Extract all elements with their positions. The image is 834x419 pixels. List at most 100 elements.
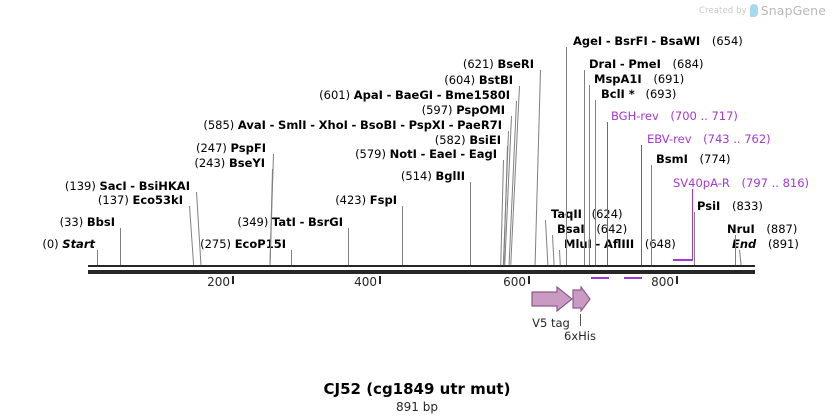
backbone-line-top	[88, 265, 755, 267]
feature-arrow-v5-tag[interactable]	[531, 286, 573, 312]
site-name-separator: -	[400, 118, 405, 132]
site-label-bbsi[interactable]: (33) BbsI	[0, 216, 115, 228]
leader-line-bbsi	[120, 228, 121, 265]
watermark-created-label: Created by	[698, 5, 747, 16]
site-name-bsai: BsaI	[557, 222, 585, 236]
site-name-start: Start	[62, 237, 95, 251]
site-name-pspomi: PspOMI	[456, 103, 505, 117]
site-name-drai: DraI	[589, 57, 617, 71]
leader-line-drai	[584, 70, 585, 265]
primer-range-ebv-rev: (743 .. 762)	[703, 132, 771, 146]
site-position-psii: (833)	[731, 199, 763, 213]
site-name-bsrfi: BsrFI	[614, 34, 648, 48]
site-label-agei[interactable]: AgeI - BsrFI - BsaWI (654)	[573, 35, 743, 47]
site-position-ecop15i: (275)	[200, 237, 232, 251]
primer-label-ebv-rev[interactable]: EBV-rev (743 .. 762)	[647, 133, 771, 145]
site-label-bglii[interactable]: (514) BglII	[0, 170, 465, 182]
site-name-separator: -	[436, 88, 442, 102]
site-label-end[interactable]: End (891)	[732, 238, 799, 250]
site-label-bstbi[interactable]: (604) BstBI	[0, 74, 513, 86]
ruler-label-600: 600	[503, 275, 526, 289]
leader-line-sv40pa-r	[692, 189, 694, 261]
site-label-bsiei[interactable]: (582) BsiEI	[0, 134, 501, 146]
leader-line-mlui	[559, 249, 561, 266]
site-position-pspfi: (247)	[195, 141, 227, 155]
site-label-mspa1i[interactable]: MspA1I (691)	[594, 73, 684, 85]
leader-line-ecop15i	[291, 250, 292, 265]
leader-line-agei	[566, 47, 567, 265]
site-position-fspi: (423)	[335, 193, 367, 207]
site-name-avai: AvaI	[237, 118, 266, 132]
site-label-fspi[interactable]: (423) FspI	[0, 194, 397, 206]
ruler-label-800: 800	[651, 275, 674, 289]
leader-line-bsai	[552, 234, 555, 265]
site-label-pspfi[interactable]: (247) PspFI	[0, 142, 266, 154]
site-position-mlui: (648)	[644, 237, 676, 251]
site-name-bme1580i: Bme1580I	[445, 88, 510, 102]
site-name-pmei: PmeI	[628, 57, 661, 71]
site-position-avai: (585)	[203, 118, 235, 132]
primer-name-bgh-rev: BGH-rev	[611, 109, 659, 123]
site-label-bseyi[interactable]: (243) BseYI	[0, 157, 265, 169]
site-label-saci[interactable]: (139) SacI - BsiHKAI	[0, 180, 190, 192]
site-name-eco53ki: Eco53kI	[132, 193, 183, 207]
primer-bracket-ebv-rev	[624, 277, 642, 279]
site-position-bsai: (642)	[596, 222, 628, 236]
site-position-bsiei: (582)	[434, 133, 466, 147]
site-name-separator: -	[651, 34, 657, 48]
site-label-bsai[interactable]: BsaI (642)	[557, 223, 627, 235]
site-label-bseri[interactable]: (621) BseRI	[0, 58, 534, 70]
site-position-end: (891)	[767, 237, 799, 251]
site-name-separator: -	[619, 57, 625, 71]
site-label-noti[interactable]: (579) NotI - EaeI - EagI	[0, 148, 497, 160]
site-name-bsobi: BsoBI	[359, 118, 397, 132]
site-label-eco53ki[interactable]: (137) Eco53kI	[0, 194, 183, 206]
primer-name-ebv-rev: EBV-rev	[647, 132, 692, 146]
site-name-paer7i: PaeR7I	[457, 118, 502, 132]
site-position-eco53ki: (137)	[97, 193, 129, 207]
site-label-bsmi[interactable]: BsmI (774)	[656, 153, 730, 165]
site-name-bcli: BclI *	[601, 87, 635, 101]
primer-label-sv40pa-r[interactable]: SV40pA-R (797 .. 816)	[673, 177, 809, 189]
site-label-psii[interactable]: PsiI (833)	[697, 200, 763, 212]
leader-line-psii	[694, 212, 695, 265]
site-name-bsmi: BsmI	[656, 152, 688, 166]
feature-arrow-6xhis[interactable]	[572, 286, 591, 312]
ruler-label-200: 200	[207, 275, 230, 289]
leader-line-mspa1i	[589, 85, 590, 265]
site-label-bcli[interactable]: BclI * (693)	[601, 88, 676, 100]
site-name-separator: -	[351, 118, 357, 132]
site-label-apai[interactable]: (601) ApaI - BaeGI - Bme1580I	[0, 89, 510, 101]
site-name-bsrgi: BsrGI	[308, 215, 343, 229]
site-position-start: (0)	[42, 237, 59, 251]
site-name-end: End	[732, 237, 757, 251]
site-position-bseyi: (243)	[194, 156, 226, 170]
site-position-pspomi: (597)	[421, 103, 453, 117]
leader-line-bseri	[534, 69, 541, 265]
site-name-nrui: NruI	[727, 222, 755, 236]
site-label-ecop15i[interactable]: (275) EcoP15I	[0, 238, 286, 250]
primer-label-bgh-rev[interactable]: BGH-rev (700 .. 717)	[611, 110, 738, 122]
site-label-tati[interactable]: (349) TatI - BsrGI	[0, 216, 343, 228]
site-name-bbsi: BbsI	[86, 215, 115, 229]
site-name-bseyi: BseYI	[228, 156, 265, 170]
site-name-saci: SacI	[99, 179, 127, 193]
site-label-avai[interactable]: (585) AvaI - SmlI - XhoI - BsoBI - PspXI…	[0, 119, 502, 131]
site-label-nrui[interactable]: NruI (887)	[727, 223, 797, 235]
leader-line-bsmi	[651, 165, 652, 265]
site-label-taqii[interactable]: TaqII (624)	[551, 208, 623, 220]
site-label-pspomi[interactable]: (597) PspOMI	[0, 104, 505, 116]
page-title: CJ52 (cg1849 utr mut)	[323, 380, 511, 398]
site-position-apai: (601)	[319, 88, 351, 102]
site-name-mlui: MluI	[564, 237, 592, 251]
leader-line-end	[739, 249, 742, 265]
leader-line-bcli	[595, 100, 596, 265]
watermark-brand: SnapGene	[760, 3, 826, 18]
leader-line-bglii	[470, 182, 471, 265]
site-label-start[interactable]: (0) Start	[0, 238, 95, 250]
site-label-drai[interactable]: DraI - PmeI (684)	[589, 58, 703, 70]
site-name-tati: TatI	[272, 215, 296, 229]
site-label-mlui[interactable]: MluI - AflIII (648)	[564, 238, 676, 250]
site-name-mspa1i: MspA1I	[594, 72, 642, 86]
site-name-bseri: BseRI	[497, 57, 534, 71]
